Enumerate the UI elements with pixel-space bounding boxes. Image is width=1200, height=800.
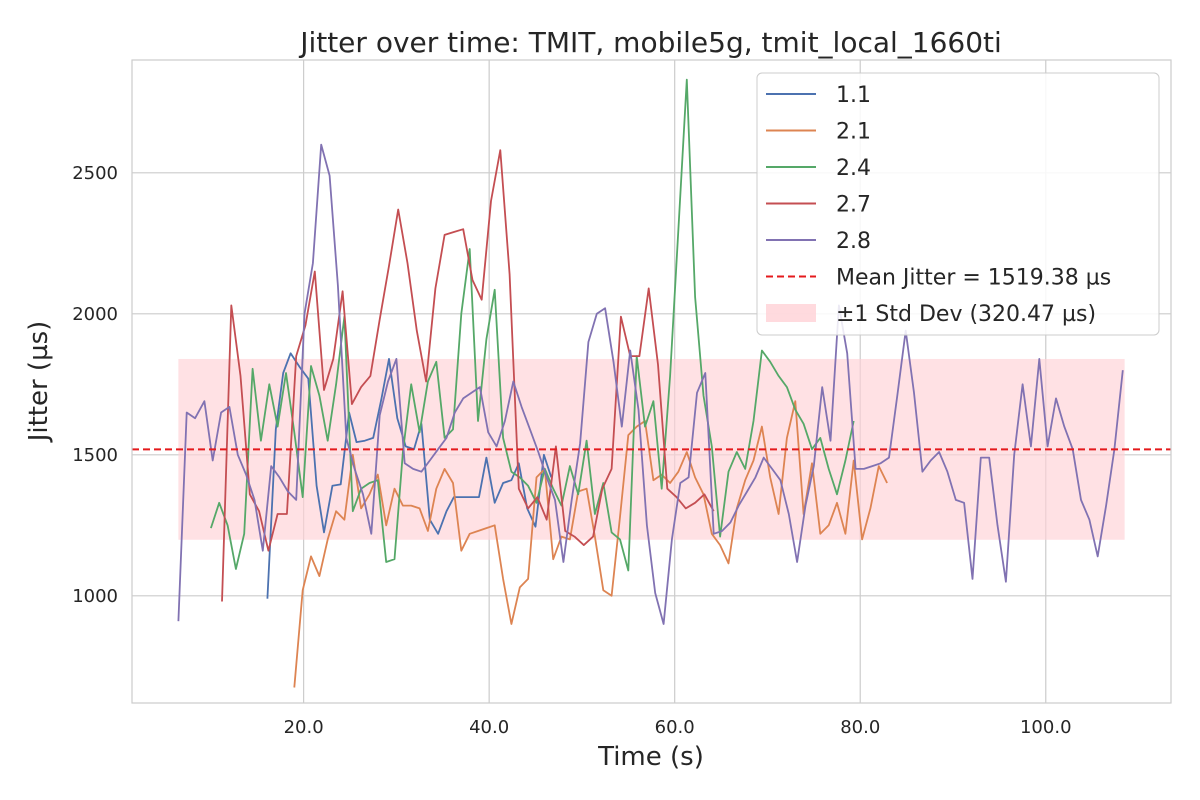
series-line-2-1 (293, 400, 888, 688)
legend-label: 2.1 (836, 120, 871, 145)
x-tick-label: 60.0 (655, 717, 695, 738)
x-tick-label: 100.0 (1020, 717, 1072, 738)
legend-label-mean: Mean Jitter = 1519.38 µs (836, 266, 1111, 291)
legend-label: 2.7 (836, 193, 871, 218)
legend-label: 2.8 (836, 229, 871, 254)
series-line-2-4 (210, 78, 855, 572)
x-tick-label: 80.0 (840, 717, 880, 738)
y-tick-label: 2500 (72, 163, 118, 184)
y-tick-label: 1500 (72, 445, 118, 466)
y-axis-title: Jitter (µs) (24, 321, 54, 444)
y-axis: 1000 1500 2000 2500 (72, 163, 118, 607)
plot-border (131, 59, 1172, 704)
legend-label: 2.4 (836, 156, 871, 181)
legend-label: 1.1 (836, 83, 871, 108)
x-tick-label: 20.0 (284, 717, 324, 738)
legend-box (756, 72, 1160, 336)
legend-label-std: ±1 Std Dev (320.47 µs) (836, 302, 1096, 327)
series-line-1-1 (266, 352, 553, 599)
legend: 1.1 2.1 2.4 2.7 2.8 Mean Jitter = 1519.38 µs ±… (756, 72, 1160, 336)
x-tick-label: 40.0 (469, 717, 509, 738)
y-tick-label: 1000 (72, 586, 118, 607)
chart-title: Jitter over time: TMIT, mobile5g, tmit_l… (298, 26, 1002, 59)
legend-swatch-std (766, 304, 816, 322)
y-tick-label: 2000 (72, 304, 118, 325)
x-axis: 20.0 40.0 60.0 80.0 100.0 (284, 717, 1072, 738)
x-axis-title: Time (s) (597, 742, 704, 772)
series-lines (177, 78, 1124, 688)
series-line-2-8 (177, 143, 1124, 625)
